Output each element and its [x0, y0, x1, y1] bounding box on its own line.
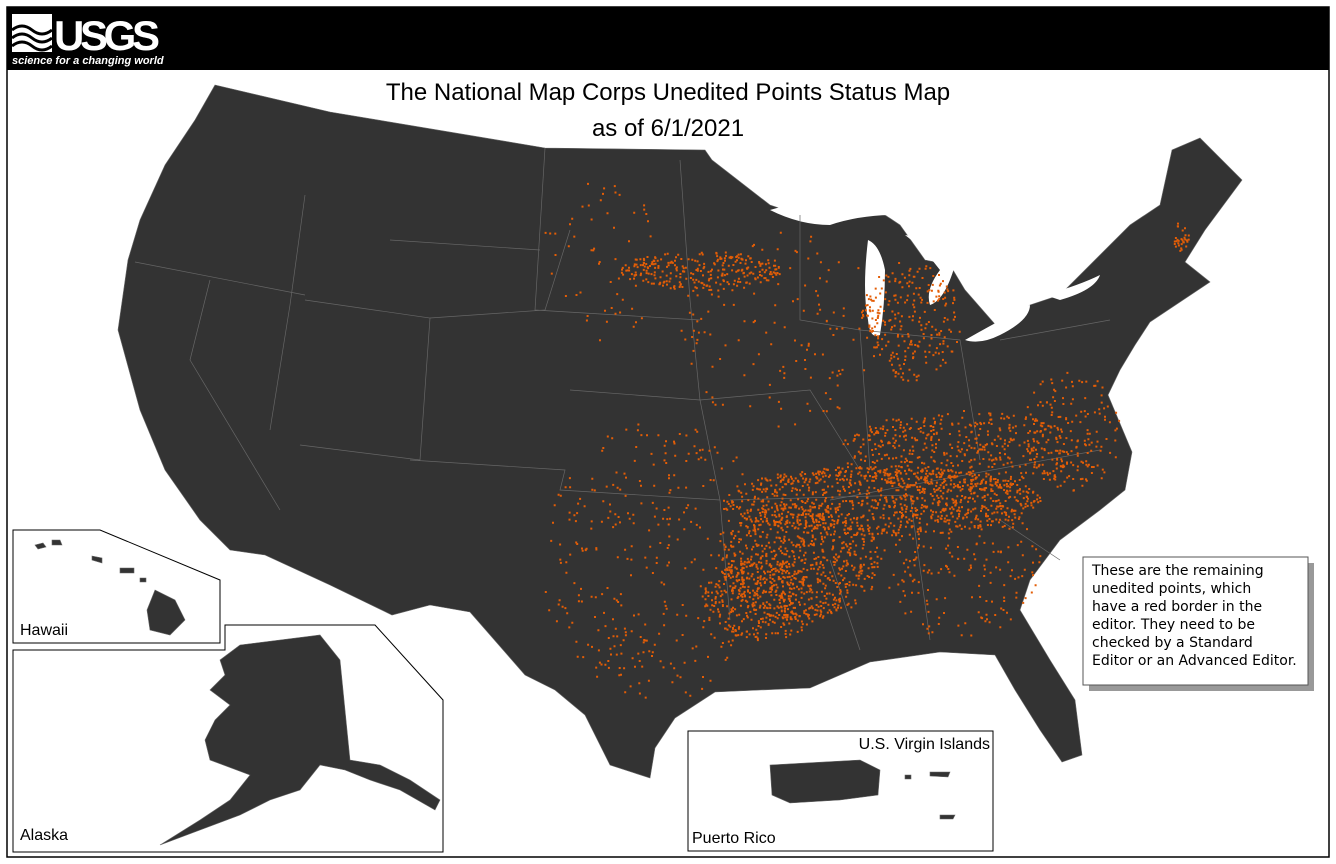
conus — [117, 84, 1243, 779]
alaska-box — [12, 624, 444, 853]
unedited-points — [544, 182, 1190, 699]
note-line: editor. They need to be — [1092, 617, 1255, 633]
note: These are the remaining unedited points, … — [1091, 563, 1297, 669]
note-line: checked by a Standard — [1092, 635, 1253, 651]
note-box — [1082, 556, 1309, 686]
note-line: These are the remaining — [1091, 563, 1264, 579]
puerto-rico — [769, 759, 956, 820]
great-lakes — [770, 198, 1100, 342]
inset-label: Puerto Rico — [692, 830, 776, 847]
inset-label: Hawaii — [20, 622, 68, 639]
inset-label: Alaska — [20, 827, 68, 844]
hawaii-box — [12, 529, 221, 644]
hawaii — [34, 539, 186, 636]
note-line: have a red border in the — [1092, 599, 1262, 615]
note-line: Editor or an Advanced Editor. — [1092, 653, 1297, 669]
alaska — [159, 634, 441, 846]
logo-text: USGS — [54, 12, 160, 59]
tagline: science for a changing world — [12, 55, 164, 67]
title-line: as of 6/1/2021 — [592, 115, 744, 142]
pr-box — [687, 730, 994, 852]
inset-label: U.S. Virgin Islands — [859, 736, 990, 753]
state-borders — [134, 147, 1111, 651]
title-line: The National Map Corps Unedited Points S… — [386, 79, 950, 106]
note-line: unedited points, which — [1092, 581, 1251, 597]
usgs-logo: USGS science for a changing world — [11, 12, 164, 67]
header-bar — [7, 7, 1329, 70]
